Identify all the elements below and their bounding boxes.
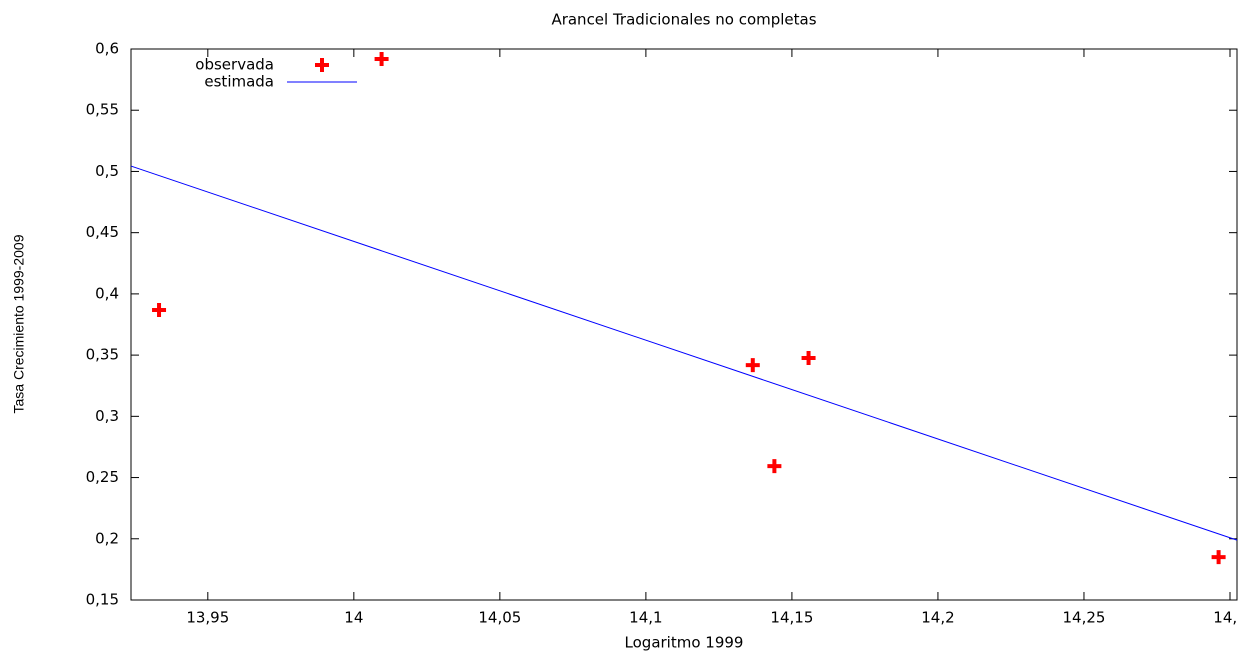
legend-label: observada xyxy=(195,56,274,74)
plot-border xyxy=(130,48,1238,601)
y-tick-label: 0,45 xyxy=(86,223,119,241)
x-tick-label: 14,3 xyxy=(1213,609,1238,627)
y-axis-title: Tasa Crecimiento 1999-2009 xyxy=(11,234,27,413)
y-tick-label: 0,5 xyxy=(95,162,119,180)
y-tick-label: 0,3 xyxy=(95,407,119,425)
x-tick-label: 14,25 xyxy=(1062,609,1105,627)
x-tick-label: 13,95 xyxy=(186,609,229,627)
legend-marker xyxy=(315,58,329,72)
point xyxy=(801,351,816,366)
x-tick-label: 14,15 xyxy=(770,609,813,627)
x-tick-label: 14,05 xyxy=(478,609,521,627)
chart-title: Arancel Tradicionales no completas xyxy=(551,11,816,29)
point xyxy=(767,459,782,474)
y-tick-label: 0,6 xyxy=(95,40,119,58)
y-tick-label: 0,25 xyxy=(86,468,119,486)
y-tick-label: 0,2 xyxy=(95,529,119,547)
y-tick-label: 0,4 xyxy=(95,284,119,302)
x-tick-label: 14,2 xyxy=(921,609,954,627)
point xyxy=(1211,550,1226,565)
y-tick-label: 0,35 xyxy=(86,346,119,364)
x-axis-title: Logaritmo 1999 xyxy=(625,634,744,652)
y-tick-label: 0,15 xyxy=(86,591,119,609)
fit-line xyxy=(130,165,1238,541)
x-tick-label: 14,1 xyxy=(629,609,662,627)
point xyxy=(152,303,167,318)
point xyxy=(374,52,389,67)
legend-label: estimada xyxy=(204,73,274,91)
y-tick-label: 0,55 xyxy=(86,101,119,119)
x-tick-label: 14 xyxy=(344,609,363,627)
point xyxy=(745,358,760,373)
